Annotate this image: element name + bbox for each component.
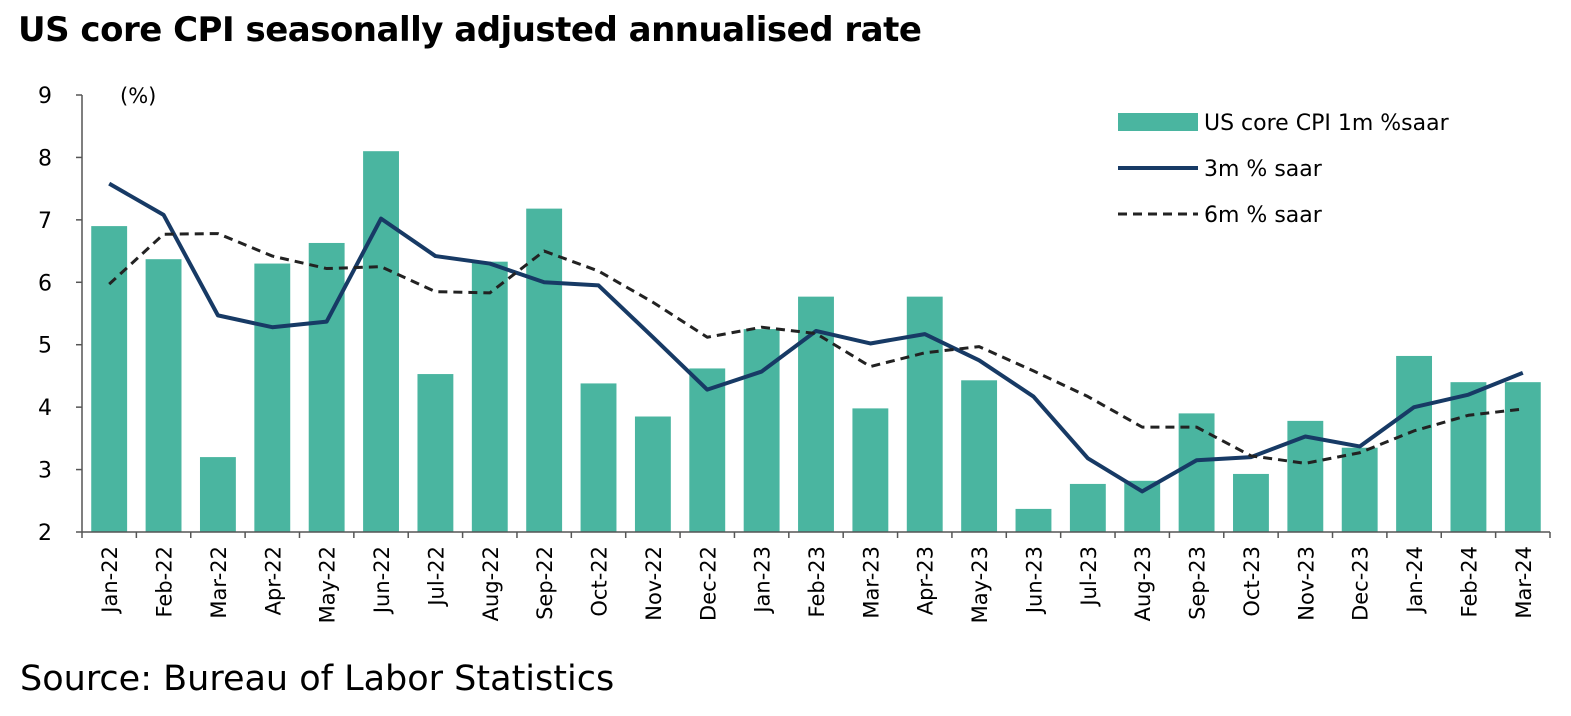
- bar-Nov-22: [635, 417, 671, 532]
- x-tick-label: Oct-23: [1240, 546, 1264, 617]
- x-tick-label: Mar-23: [859, 546, 883, 619]
- bar-Jan-23: [744, 329, 780, 532]
- x-tick-label: Feb-24: [1457, 546, 1481, 617]
- x-tick-label: Aug-23: [1131, 546, 1155, 621]
- legend-label: US core CPI 1m %saar: [1204, 111, 1450, 136]
- y-tick-label: 7: [38, 209, 52, 234]
- y-tick-label: 9: [38, 84, 52, 109]
- bar-Apr-23: [907, 297, 943, 532]
- bar-Oct-23: [1233, 474, 1269, 532]
- x-tick-label: Feb-23: [805, 546, 829, 617]
- x-tick-label: Sep-23: [1186, 546, 1210, 620]
- bar-Dec-23: [1342, 448, 1378, 532]
- bar-Jun-23: [1016, 509, 1052, 532]
- x-tick-label: Feb-22: [153, 546, 177, 617]
- source-note: Source: Bureau of Labor Statistics: [20, 660, 614, 699]
- bar-May-22: [309, 243, 345, 532]
- bar-Jan-24: [1396, 356, 1432, 532]
- bar-Jun-22: [363, 151, 399, 532]
- y-tick-label: 2: [38, 521, 52, 546]
- x-tick-label: Nov-22: [642, 546, 666, 621]
- x-tick-label: Jan-24: [1403, 546, 1427, 615]
- bar-Mar-22: [200, 457, 236, 532]
- x-tick-label: Aug-22: [479, 546, 503, 621]
- y-tick-label: 4: [38, 396, 52, 421]
- y-tick-label: 3: [38, 459, 52, 484]
- bar-Jul-22: [417, 374, 453, 532]
- bar-Sep-23: [1179, 413, 1215, 532]
- legend-label: 6m % saar: [1204, 203, 1323, 228]
- x-tick-label: Jul-23: [1077, 546, 1101, 608]
- bar-Aug-23: [1124, 481, 1160, 532]
- x-tick-label: Jul-22: [424, 546, 448, 608]
- x-tick-label: Oct-22: [588, 546, 612, 617]
- y-axis-label: (%): [120, 84, 156, 108]
- x-tick-label: Apr-23: [914, 546, 938, 615]
- x-tick-label: Jun-22: [370, 546, 394, 615]
- bar-Apr-22: [254, 264, 290, 532]
- x-tick-label: Jan-23: [751, 546, 775, 615]
- bar-Feb-24: [1451, 382, 1487, 532]
- bar-May-23: [961, 380, 997, 532]
- x-tick-label: Mar-22: [207, 546, 231, 619]
- x-tick-label: Jan-22: [98, 546, 122, 615]
- chart-plot: 2 3 4 5 6 7 8 9 (%) Jan-22 Feb-22 Mar-22 Apr-22 May-2…: [0, 0, 1571, 716]
- bar-Sep-22: [526, 209, 562, 532]
- bar-Oct-22: [581, 383, 617, 532]
- y-tick-label: 6: [38, 271, 52, 296]
- bar-Feb-22: [146, 259, 182, 532]
- bar-Jul-23: [1070, 484, 1106, 532]
- bars-layer: [91, 151, 1541, 532]
- x-tick-label: Nov-23: [1294, 546, 1318, 621]
- bar-Dec-22: [689, 368, 725, 532]
- x-tick-label: Sep-22: [533, 546, 557, 620]
- x-tick-label: Dec-23: [1349, 546, 1373, 621]
- legend-label: 3m % saar: [1204, 157, 1323, 182]
- legend-swatch-bar: [1118, 113, 1198, 131]
- bar-Mar-23: [852, 408, 888, 532]
- legend: US core CPI 1m %saar 3m % saar 6m % saar: [1118, 111, 1450, 228]
- x-tick-label: May-23: [968, 546, 992, 623]
- y-tick-label: 5: [38, 334, 52, 359]
- x-tick-label: Mar-24: [1512, 546, 1536, 619]
- x-tick-label: Jun-23: [1022, 546, 1046, 615]
- y-tick-label: 8: [38, 146, 52, 171]
- x-tick-label: Apr-22: [261, 546, 285, 615]
- bar-Mar-24: [1505, 382, 1541, 532]
- bar-Aug-22: [472, 262, 508, 532]
- x-tick-label: Dec-22: [696, 546, 720, 621]
- x-tick-label: May-22: [316, 546, 340, 623]
